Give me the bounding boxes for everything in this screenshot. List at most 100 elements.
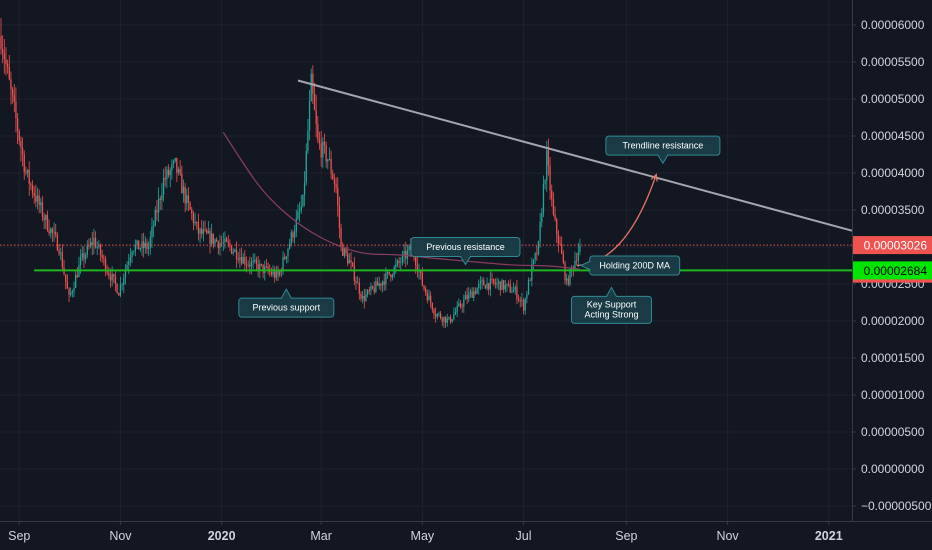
candle-body xyxy=(375,281,377,292)
candle-body xyxy=(567,278,569,285)
candle-body xyxy=(297,211,299,219)
candle-body xyxy=(484,285,487,289)
callout: Holding 200D MA xyxy=(579,255,681,276)
candle-body xyxy=(144,242,146,248)
candle-body xyxy=(53,231,55,233)
candle-body xyxy=(318,139,321,144)
y-tick-label: 0.00001500 xyxy=(861,351,925,365)
candle-body xyxy=(35,195,37,202)
candle-body xyxy=(433,309,435,315)
x-tick-label: 2021 xyxy=(815,529,843,543)
candle-body xyxy=(157,198,160,213)
candle-body xyxy=(453,314,455,320)
candle-body xyxy=(60,252,62,254)
candle-body xyxy=(171,164,173,171)
annotations: Trendline resistance Previous resistance P… xyxy=(238,135,721,324)
x-tick-label: Sep xyxy=(615,529,637,543)
candle-body xyxy=(398,260,400,263)
candle-body xyxy=(104,258,107,272)
candle-body xyxy=(167,169,170,176)
candle-body xyxy=(388,271,390,275)
candle-body xyxy=(106,271,108,273)
candle-body xyxy=(114,276,117,284)
candle-body xyxy=(56,234,59,251)
candle-body xyxy=(358,282,360,294)
candle-body xyxy=(50,228,52,234)
candle-body xyxy=(83,253,85,260)
candle-body xyxy=(18,131,20,141)
candle-body xyxy=(317,124,319,140)
candle-body xyxy=(454,311,457,315)
candle-body xyxy=(149,237,151,248)
candle-body xyxy=(517,299,520,301)
candle-body xyxy=(459,303,462,307)
candle-body xyxy=(275,270,278,278)
candle-body xyxy=(343,248,346,256)
candle-body xyxy=(189,202,191,210)
candle-body xyxy=(216,239,218,242)
candle-body xyxy=(269,270,271,273)
candle-body xyxy=(569,268,571,285)
candle-body xyxy=(15,101,17,119)
candle-body xyxy=(93,237,95,245)
y-tick-label: −0.00000500 xyxy=(861,499,932,513)
candle-body xyxy=(493,279,495,283)
candle-body xyxy=(511,292,513,293)
candle-body xyxy=(330,158,332,174)
candle-body xyxy=(293,231,296,238)
y-tick-label: 0.00004500 xyxy=(861,129,925,143)
candle-body xyxy=(8,67,10,80)
candle-body xyxy=(313,93,316,110)
candle-body xyxy=(471,291,473,299)
candle-body xyxy=(186,195,188,204)
candle-body xyxy=(345,248,347,254)
candle-body xyxy=(504,285,506,290)
candle-body xyxy=(383,281,385,285)
candle-body xyxy=(146,242,148,250)
x-tick-label: Jul xyxy=(516,529,532,543)
candle-body xyxy=(257,263,259,272)
candle-body xyxy=(577,251,579,261)
candle-body xyxy=(421,273,424,286)
candle-body xyxy=(136,240,138,246)
candle-body xyxy=(483,280,485,286)
candle-body xyxy=(370,286,372,291)
candle-body xyxy=(239,257,241,261)
candle-body xyxy=(506,283,508,286)
candle-body xyxy=(169,170,171,176)
x-axis[interactable]: Sep Nov 2020 Mar May Jul Sep Nov 2021 xyxy=(8,521,843,543)
candle-body xyxy=(502,280,505,290)
candle-body xyxy=(287,248,289,257)
candle-body xyxy=(526,294,528,299)
candle-body xyxy=(552,198,555,215)
candle-body xyxy=(124,270,127,278)
candle-body xyxy=(113,273,115,277)
candle-body xyxy=(152,225,155,227)
candle-body xyxy=(441,318,443,322)
candle-body xyxy=(501,280,503,291)
candle-body xyxy=(348,260,351,264)
candle-body xyxy=(68,288,70,295)
candle-body xyxy=(536,253,538,255)
candle-body xyxy=(438,313,440,315)
candle-body xyxy=(71,291,73,293)
candle-body xyxy=(91,242,93,245)
candle-body xyxy=(323,141,326,145)
price-tags: 0.0000302605:51:550.00002684 xyxy=(853,236,932,283)
price-tag-box xyxy=(853,261,932,280)
candle-body xyxy=(288,243,291,249)
candle-body xyxy=(255,259,258,264)
candle-body xyxy=(272,271,274,275)
candle-body xyxy=(147,247,150,250)
candle-body xyxy=(282,257,284,272)
candle-body xyxy=(84,254,87,260)
y-tick-label: 0.00004000 xyxy=(861,166,925,180)
candle-body xyxy=(519,299,521,301)
candle-body xyxy=(242,257,244,264)
candle-body xyxy=(66,281,69,289)
candle-body xyxy=(30,183,32,185)
candle-body xyxy=(116,283,118,294)
candle-body xyxy=(33,192,35,196)
candle-body xyxy=(436,313,438,317)
